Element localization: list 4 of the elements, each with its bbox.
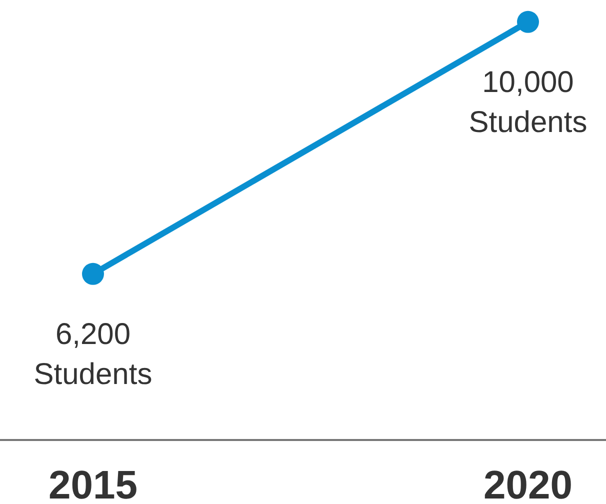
x-tick-label: 2015 (48, 463, 138, 504)
x-tick-label: 2020 (484, 463, 572, 504)
data-label: 10,000 Students (468, 66, 588, 139)
data-label: 6,200 Students (34, 318, 152, 391)
